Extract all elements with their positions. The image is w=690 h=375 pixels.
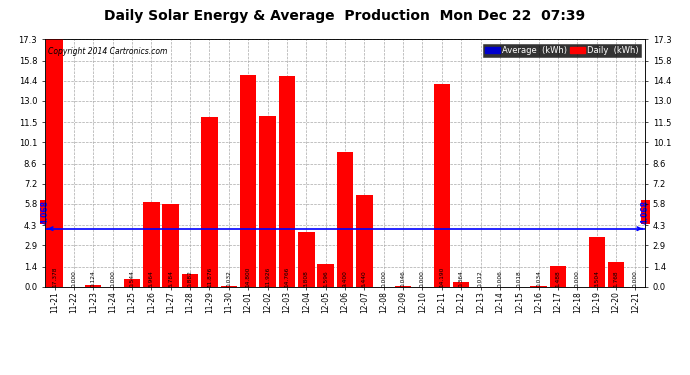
Text: 17.378: 17.378 bbox=[52, 266, 57, 286]
Bar bbox=[201, 117, 217, 287]
Text: 1.596: 1.596 bbox=[323, 270, 328, 286]
Bar bbox=[162, 204, 179, 287]
Bar bbox=[395, 286, 411, 287]
Text: 0.124: 0.124 bbox=[91, 270, 96, 286]
Bar bbox=[433, 84, 450, 287]
Bar bbox=[85, 285, 101, 287]
Text: 4.068: 4.068 bbox=[640, 200, 650, 224]
Text: 1.488: 1.488 bbox=[555, 270, 560, 286]
Text: 9.400: 9.400 bbox=[342, 270, 348, 286]
Bar bbox=[550, 266, 566, 287]
Text: 0.012: 0.012 bbox=[478, 270, 483, 286]
Text: 1.768: 1.768 bbox=[613, 270, 619, 286]
Text: 5.964: 5.964 bbox=[149, 270, 154, 286]
Text: 0.000: 0.000 bbox=[110, 270, 115, 286]
Bar bbox=[337, 152, 353, 287]
Text: 14.800: 14.800 bbox=[246, 266, 250, 286]
Text: 0.006: 0.006 bbox=[497, 270, 502, 286]
Bar bbox=[143, 201, 159, 287]
Text: 3.808: 3.808 bbox=[304, 270, 308, 286]
Bar bbox=[531, 286, 547, 287]
Text: Copyright 2014 Cartronics.com: Copyright 2014 Cartronics.com bbox=[48, 47, 167, 56]
Text: 14.766: 14.766 bbox=[284, 266, 289, 286]
Legend: Average  (kWh), Daily  (kWh): Average (kWh), Daily (kWh) bbox=[483, 44, 641, 57]
Bar bbox=[453, 282, 469, 287]
Bar bbox=[221, 286, 237, 287]
Text: 0.046: 0.046 bbox=[401, 270, 406, 286]
Bar bbox=[279, 76, 295, 287]
Text: 0.032: 0.032 bbox=[226, 270, 231, 286]
Text: 0.882: 0.882 bbox=[188, 270, 193, 286]
Bar bbox=[356, 195, 373, 287]
Text: 11.876: 11.876 bbox=[207, 266, 212, 286]
Text: 6.440: 6.440 bbox=[362, 270, 367, 286]
Text: 0.544: 0.544 bbox=[130, 270, 135, 286]
Bar bbox=[317, 264, 334, 287]
Text: 0.000: 0.000 bbox=[71, 270, 77, 286]
Text: 0.018: 0.018 bbox=[517, 270, 522, 286]
Text: Daily Solar Energy & Average  Production  Mon Dec 22  07:39: Daily Solar Energy & Average Production … bbox=[104, 9, 586, 23]
Bar bbox=[589, 237, 605, 287]
Text: 0.000: 0.000 bbox=[420, 270, 425, 286]
Text: 3.504: 3.504 bbox=[594, 270, 599, 286]
Text: 4.068: 4.068 bbox=[40, 200, 50, 224]
Bar bbox=[182, 274, 198, 287]
Text: 0.000: 0.000 bbox=[633, 270, 638, 286]
Text: 11.926: 11.926 bbox=[265, 266, 270, 286]
Bar bbox=[259, 116, 276, 287]
Text: 14.190: 14.190 bbox=[440, 266, 444, 286]
Text: 0.364: 0.364 bbox=[459, 270, 464, 286]
Bar bbox=[608, 262, 624, 287]
Bar bbox=[298, 232, 315, 287]
Text: 0.000: 0.000 bbox=[382, 270, 386, 286]
Text: 0.000: 0.000 bbox=[575, 270, 580, 286]
Text: 0.034: 0.034 bbox=[536, 270, 541, 286]
Text: 5.784: 5.784 bbox=[168, 270, 173, 286]
Bar bbox=[124, 279, 140, 287]
Bar bbox=[240, 75, 257, 287]
Bar bbox=[46, 38, 63, 287]
